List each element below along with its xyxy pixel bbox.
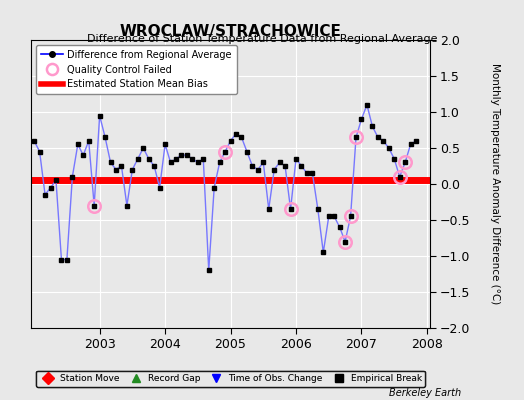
Text: Difference of Station Temperature Data from Regional Average: Difference of Station Temperature Data f… (87, 34, 437, 44)
Y-axis label: Monthly Temperature Anomaly Difference (°C): Monthly Temperature Anomaly Difference (… (490, 63, 500, 305)
Title: WROCLAW/STRACHOWICE: WROCLAW/STRACHOWICE (119, 24, 342, 39)
Legend: Station Move, Record Gap, Time of Obs. Change, Empirical Break: Station Move, Record Gap, Time of Obs. C… (36, 371, 425, 387)
Text: Berkeley Earth: Berkeley Earth (389, 388, 461, 398)
